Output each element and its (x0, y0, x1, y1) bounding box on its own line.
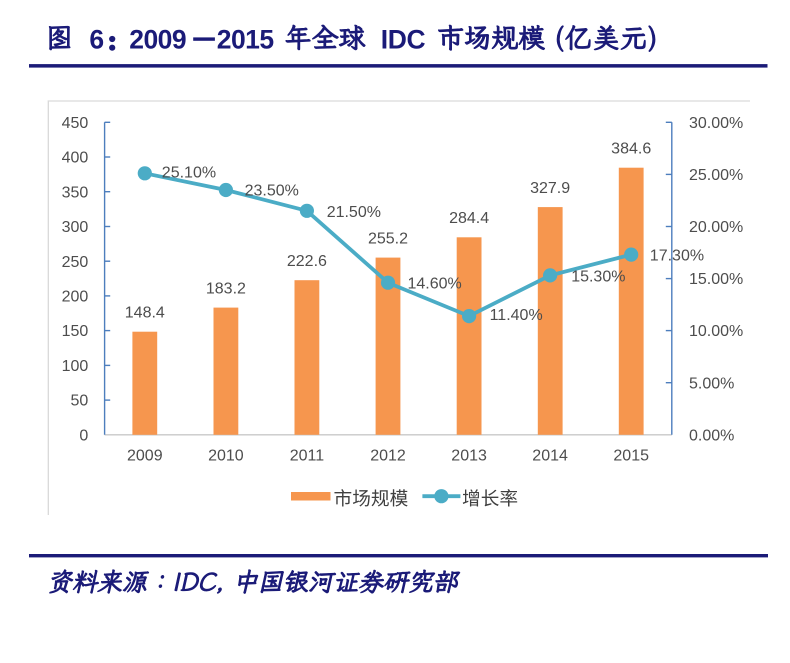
svg-text:250: 250 (62, 254, 89, 271)
svg-text:15.30%: 15.30% (571, 269, 625, 286)
svg-text:183.2: 183.2 (206, 280, 246, 297)
svg-text:100: 100 (62, 358, 89, 375)
svg-text:20.00%: 20.00% (689, 219, 743, 236)
svg-text:2013: 2013 (451, 447, 487, 464)
svg-text:148.4: 148.4 (125, 305, 165, 322)
svg-text:450: 450 (62, 115, 89, 132)
svg-text:17.30%: 17.30% (650, 248, 704, 265)
svg-text:50: 50 (71, 393, 89, 410)
svg-text:255.2: 255.2 (368, 230, 408, 247)
svg-text:21.50%: 21.50% (327, 204, 381, 221)
svg-text:2014: 2014 (532, 447, 568, 464)
svg-text:284.4: 284.4 (449, 210, 489, 227)
svg-text:2012: 2012 (370, 447, 406, 464)
svg-text:2009: 2009 (127, 447, 163, 464)
svg-text:0: 0 (79, 427, 88, 444)
svg-text:25.00%: 25.00% (689, 167, 743, 184)
svg-text:5.00%: 5.00% (689, 375, 734, 392)
svg-text:15.00%: 15.00% (689, 271, 743, 288)
svg-text:327.9: 327.9 (530, 180, 570, 197)
svg-text:2015: 2015 (613, 447, 649, 464)
svg-text:300: 300 (62, 219, 89, 236)
svg-text:10.00%: 10.00% (689, 323, 743, 340)
svg-text:350: 350 (62, 184, 89, 201)
svg-text:30.00%: 30.00% (689, 115, 743, 132)
svg-text:222.6: 222.6 (287, 253, 327, 270)
svg-text:0.00%: 0.00% (689, 427, 734, 444)
svg-text:2015: 2015 (217, 25, 274, 55)
svg-text:400: 400 (62, 150, 89, 167)
svg-text:2010: 2010 (208, 447, 244, 464)
svg-text:2011: 2011 (290, 447, 325, 464)
svg-text:2009: 2009 (129, 25, 186, 55)
svg-text:150: 150 (62, 323, 89, 340)
svg-text:23.50%: 23.50% (245, 183, 299, 200)
svg-text:11.40%: 11.40% (490, 307, 543, 324)
svg-text:6: 6 (89, 25, 104, 55)
svg-text:25.10%: 25.10% (162, 165, 216, 182)
svg-text:200: 200 (62, 289, 89, 306)
svg-text:384.6: 384.6 (611, 141, 651, 158)
svg-text:14.60%: 14.60% (408, 276, 462, 293)
svg-text:IDC: IDC (381, 25, 426, 55)
